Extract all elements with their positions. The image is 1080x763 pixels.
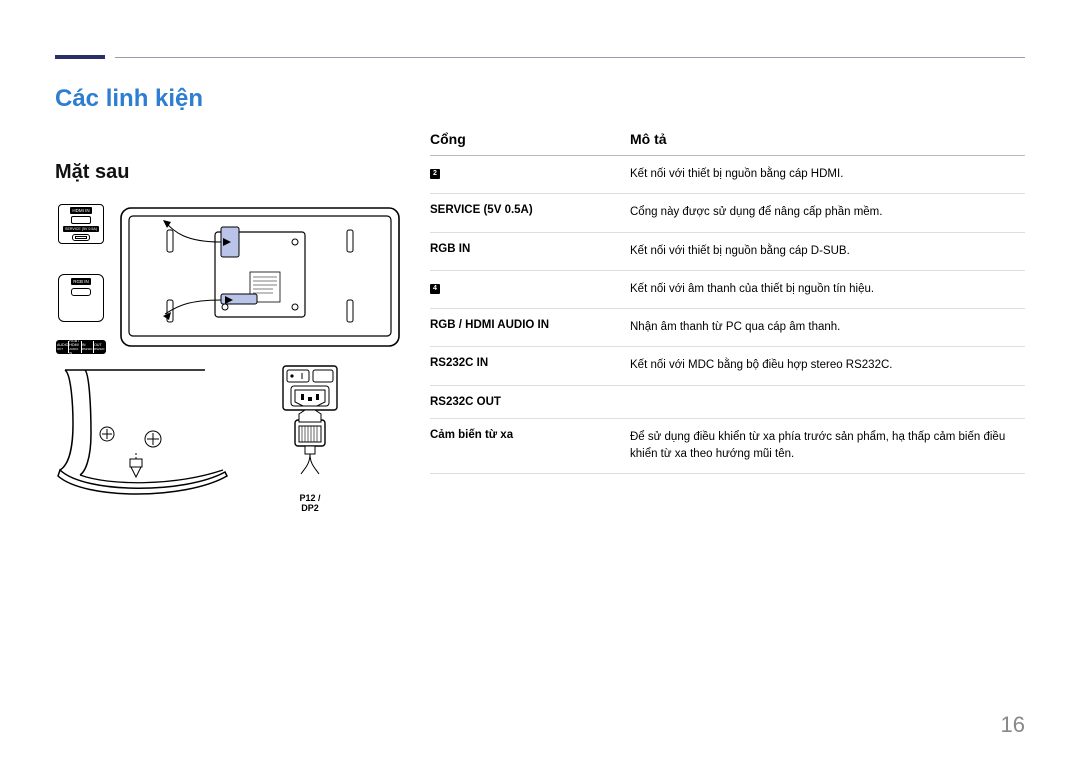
top-rule-accent	[55, 55, 105, 59]
desc-cell: Kết nối với thiết bị nguồn bằng cáp D-SU…	[630, 243, 1025, 260]
table-row: Cảm biến từ xa Để sử dụng điều khiển từ …	[430, 419, 1025, 475]
hdmi-port-icon	[71, 216, 91, 224]
port-cell: RS232C OUT	[430, 396, 630, 408]
connector-labels: HDMI IN SERVICE (5V 0.5A) RGB IN AUDIOOU…	[55, 204, 107, 354]
section-subtitle: Mặt sau	[55, 161, 410, 184]
diagram-wrap: HDMI IN SERVICE (5V 0.5A) RGB IN AUDIOOU…	[55, 200, 410, 354]
desc-cell: Để sử dụng điều khiển từ xa phía trước s…	[630, 429, 1025, 464]
chip-service: SERVICE (5V 0.5A)	[63, 226, 99, 232]
left-column: Mặt sau HDMI IN SERVICE (5V 0.5A) RGB IN	[55, 131, 410, 513]
chip-audio-out: AUDIOOUT	[57, 341, 69, 353]
page-number: 16	[1001, 712, 1025, 738]
port-cell: RS232C IN	[430, 357, 630, 374]
header-desc: Mô tả	[630, 131, 1025, 147]
monitor-rear-diagram	[115, 200, 405, 354]
panel-audio-rs232: AUDIOOUT RGB / HDMIAUDIO IN INRS232C OUT…	[56, 340, 106, 354]
table-row: 2 Kết nối với thiết bị nguồn bằng cáp HD…	[430, 156, 1025, 194]
panel-rgb: RGB IN	[58, 274, 104, 322]
usb-port-icon	[72, 234, 90, 242]
port-cell: 4	[430, 281, 630, 298]
port-marker-icon: 4	[430, 284, 440, 294]
port-cell: RGB IN	[430, 243, 630, 260]
power-inlet-diagram	[275, 364, 345, 484]
stand-power-row: P12 / DP2	[55, 364, 410, 513]
chip-rgb-in: RGB IN	[71, 278, 91, 285]
power-block: P12 / DP2	[275, 364, 345, 513]
port-cell: RGB / HDMI AUDIO IN	[430, 319, 630, 336]
chip-rgb-hdmi-audio: RGB / HDMIAUDIO IN	[69, 341, 81, 353]
top-rule-thin	[115, 57, 1025, 58]
table-row: RS232C IN Kết nối với MDC bằng bộ điều h…	[430, 347, 1025, 385]
right-column: Cổng Mô tả 2 Kết nối với thiết bị nguồn …	[430, 131, 1025, 474]
chip-hdmi-in: HDMI IN	[70, 207, 91, 214]
port-cell: 2	[430, 166, 630, 183]
header-port: Cổng	[430, 131, 630, 147]
chip-rs232c-out: OUTRS232C	[94, 341, 105, 353]
desc-cell: Nhận âm thanh từ PC qua cáp âm thanh.	[630, 319, 1025, 336]
stand-diagram	[55, 364, 265, 504]
page-title: Các linh kiện	[55, 85, 1025, 113]
chip-rs232c-in: INRS232C	[82, 341, 94, 353]
table-row: RS232C OUT	[430, 386, 1025, 419]
desc-cell: Kết nối với âm thanh của thiết bị nguồn …	[630, 281, 1025, 298]
table-row: 4 Kết nối với âm thanh của thiết bị nguồ…	[430, 271, 1025, 309]
table-row: RGB / HDMI AUDIO IN Nhận âm thanh từ PC …	[430, 309, 1025, 347]
port-cell: SERVICE (5V 0.5A)	[430, 204, 630, 221]
port-marker-icon: 2	[430, 169, 440, 179]
content-row: Mặt sau HDMI IN SERVICE (5V 0.5A) RGB IN	[55, 131, 1025, 513]
panel-hdmi-service: HDMI IN SERVICE (5V 0.5A)	[58, 204, 104, 244]
table-row: RGB IN Kết nối với thiết bị nguồn bằng c…	[430, 233, 1025, 271]
desc-cell	[630, 396, 1025, 408]
desc-cell: Kết nối với thiết bị nguồn bằng cáp HDMI…	[630, 166, 1025, 183]
page: Các linh kiện Mặt sau HDMI IN SERVICE (5…	[0, 0, 1080, 763]
port-cell: Cảm biến từ xa	[430, 429, 630, 464]
table-header: Cổng Mô tả	[430, 131, 1025, 156]
desc-cell: Kết nối với MDC bằng bộ điều hợp stereo …	[630, 357, 1025, 374]
table-row: SERVICE (5V 0.5A) Cổng này được sử dụng …	[430, 194, 1025, 232]
power-caption: P12 / DP2	[275, 493, 345, 513]
desc-cell: Cổng này được sử dụng để nâng cấp phần m…	[630, 204, 1025, 221]
vga-port-icon	[71, 288, 91, 296]
